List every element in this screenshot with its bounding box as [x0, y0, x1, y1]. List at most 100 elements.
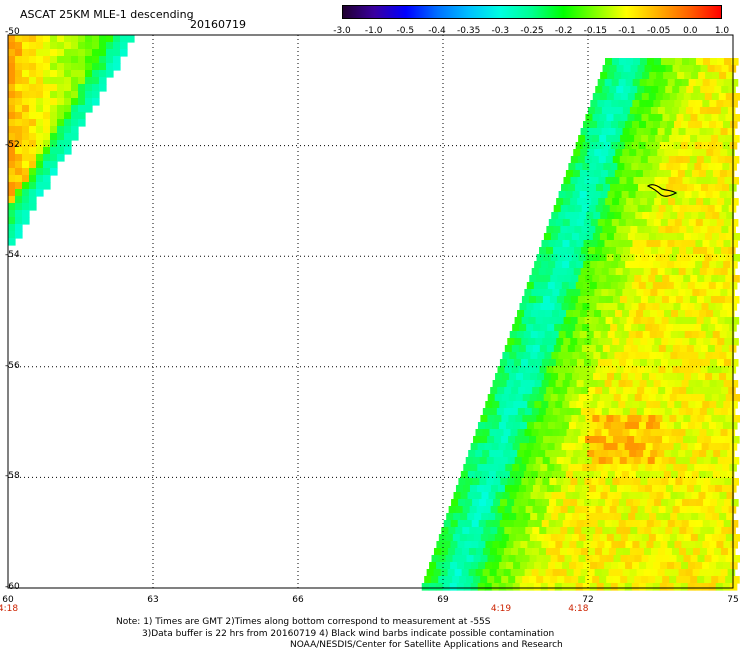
data-cell — [571, 394, 580, 402]
data-cell — [640, 177, 649, 185]
data-cell — [556, 317, 565, 325]
data-cell — [611, 359, 620, 367]
data-cell — [597, 520, 606, 528]
data-cell — [696, 499, 704, 507]
data-cell — [29, 126, 37, 134]
data-cell — [8, 112, 16, 120]
data-cell — [511, 366, 520, 374]
data-cell — [687, 422, 696, 430]
data-cell — [457, 520, 466, 528]
data-cell — [696, 156, 705, 164]
data-cell — [571, 233, 580, 241]
data-cell — [542, 296, 551, 304]
data-cell — [621, 331, 630, 339]
data-cell — [635, 212, 643, 220]
data-cell — [15, 175, 23, 183]
data-cell — [710, 58, 718, 66]
data-cell — [662, 233, 671, 241]
data-cell — [619, 478, 627, 486]
data-cell — [481, 471, 490, 479]
data-cell — [580, 429, 589, 437]
data-cell — [568, 282, 577, 290]
data-cell — [648, 534, 657, 542]
data-cell — [497, 527, 505, 535]
data-cell — [635, 471, 644, 479]
data-cell — [570, 177, 579, 185]
data-cell — [623, 86, 631, 94]
data-cell — [705, 513, 713, 521]
data-cell — [683, 93, 692, 101]
data-cell — [727, 429, 736, 437]
data-cell — [29, 35, 37, 43]
data-cell — [716, 562, 724, 570]
data-cell — [515, 394, 524, 402]
data-cell — [623, 485, 632, 493]
data-cell — [596, 443, 605, 451]
data-cell — [627, 394, 636, 402]
data-cell — [57, 70, 65, 78]
data-cell — [720, 548, 729, 556]
data-cell — [593, 471, 602, 479]
data-cell — [599, 275, 607, 283]
data-cell — [668, 457, 677, 465]
data-cell — [516, 513, 524, 521]
data-cell — [695, 562, 703, 570]
data-cell — [506, 380, 515, 388]
data-cell — [474, 471, 483, 479]
data-cell — [528, 296, 537, 304]
data-cell — [618, 121, 626, 129]
data-cell — [723, 380, 732, 388]
data-cell — [668, 478, 676, 486]
data-cell — [664, 289, 672, 297]
data-cell — [504, 485, 513, 493]
data-cell — [593, 212, 601, 220]
data-cell — [492, 541, 501, 549]
data-cell — [659, 282, 668, 290]
data-cell — [516, 373, 524, 381]
data-cell — [674, 79, 683, 87]
data-cell — [653, 562, 661, 570]
data-cell — [480, 576, 488, 584]
data-cell — [15, 168, 23, 176]
data-cell — [691, 212, 699, 220]
data-cell — [702, 261, 710, 269]
data-cell — [620, 135, 628, 143]
data-cell — [684, 212, 692, 220]
data-cell — [652, 324, 660, 332]
data-cell — [663, 513, 671, 521]
data-cell — [611, 401, 619, 409]
data-cell — [604, 219, 613, 227]
data-cell — [674, 359, 683, 367]
data-cell — [639, 541, 648, 549]
data-cell — [506, 520, 515, 528]
data-cell — [685, 310, 693, 318]
data-cell — [699, 408, 708, 416]
data-cell — [705, 331, 714, 339]
data-cell — [446, 513, 454, 521]
data-cell — [581, 345, 590, 353]
data-cell — [683, 233, 692, 241]
data-cell — [685, 268, 694, 276]
data-cell — [613, 415, 621, 423]
data-cell — [665, 485, 674, 493]
data-cell — [619, 338, 627, 346]
data-cell — [544, 331, 553, 339]
data-cell — [704, 436, 712, 444]
data-cell — [728, 65, 737, 73]
data-cell — [689, 177, 698, 185]
data-cell — [691, 72, 699, 80]
data-cell — [15, 105, 23, 113]
data-cell — [552, 429, 561, 437]
data-cell — [485, 401, 493, 409]
color-scale-label: -0.25 — [520, 26, 544, 36]
data-cell — [486, 478, 494, 486]
data-cell — [8, 217, 16, 225]
data-cell — [684, 72, 692, 80]
color-scale-label: 0.0 — [683, 26, 698, 36]
data-cell — [559, 310, 567, 318]
data-cell — [525, 345, 534, 353]
data-cell — [22, 196, 30, 204]
data-cell — [562, 401, 570, 409]
data-cell — [632, 380, 641, 388]
data-cell — [15, 196, 23, 204]
